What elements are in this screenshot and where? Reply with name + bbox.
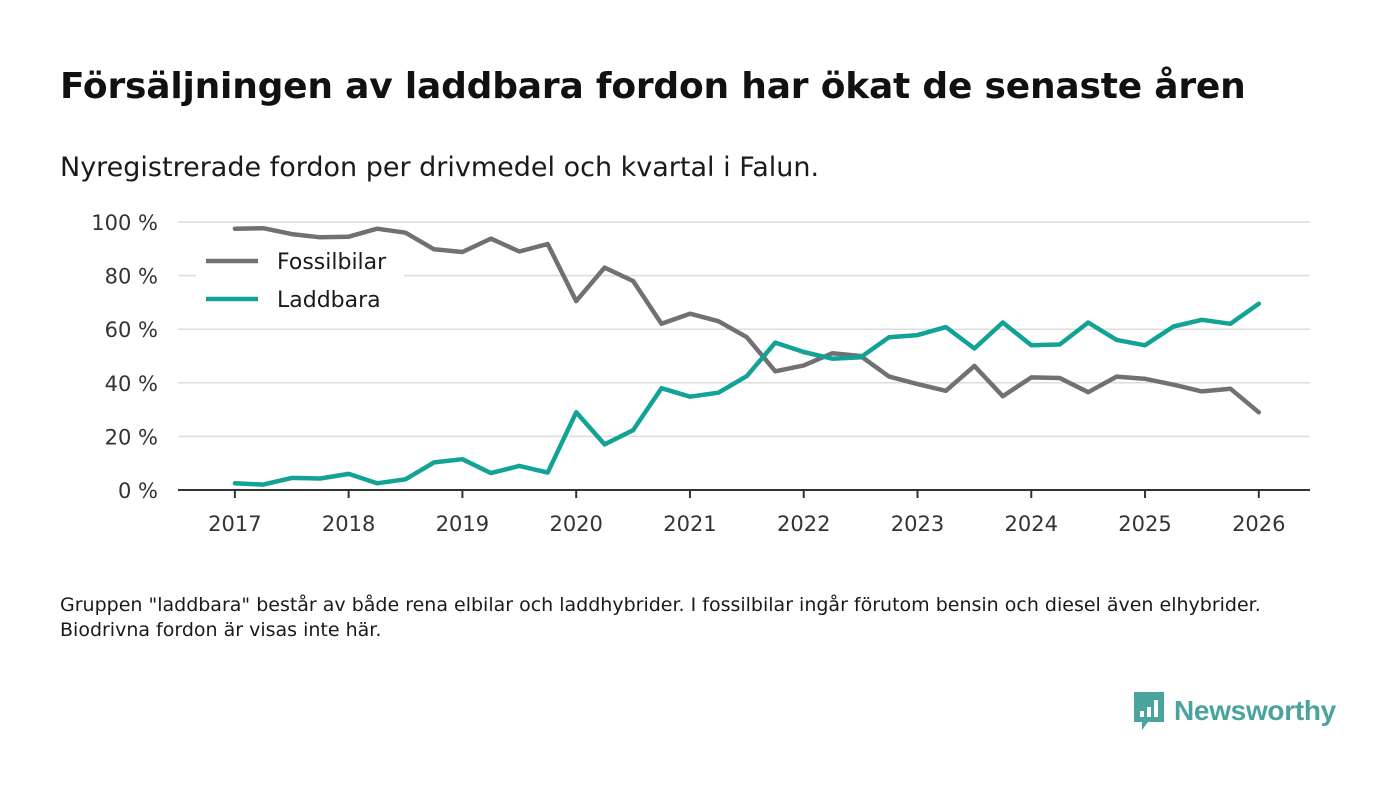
legend-label: Fossilbilar [277,250,387,275]
x-tick-label: 2021 [663,512,716,536]
x-tick-label: 2022 [777,512,830,536]
x-axis: 2017 2018 2019 2020 2021 2022 2023 2024 2025 2026 [178,489,1310,536]
chart-title: Försäljningen av laddbara fordon har öka… [60,66,1246,107]
x-tick-label: 2018 [322,512,375,536]
legend: Fossilbilar Laddbara [196,240,404,318]
line-chart: 0 % 20 % 40 % 60 % 80 % 100 % 2017 2018 2019 202… [91,211,1310,536]
legend-background [196,240,404,318]
x-tick-label: 2024 [1005,512,1058,536]
y-tick-label: 100 % [91,211,158,235]
x-tick-label: 2025 [1118,512,1171,536]
x-tick-label: 2019 [436,512,489,536]
brand-name: Newsworthy [1174,695,1336,726]
y-axis-tick-labels: 0 % 20 % 40 % 60 % 80 % 100 % [91,211,158,503]
y-tick-label: 60 % [105,318,158,342]
y-tick-label: 20 % [105,425,158,449]
legend-label: Laddbara [277,288,381,313]
y-tick-label: 80 % [105,265,158,289]
x-tick-label: 2020 [549,512,602,536]
footnote: Gruppen "laddbara" består av både rena e… [60,594,1261,641]
x-tick-label: 2026 [1232,512,1285,536]
chat-bar-chart-icon [1134,692,1164,730]
chart-subtitle: Nyregistrerade fordon per drivmedel och … [60,152,820,183]
y-tick-label: 40 % [105,372,158,396]
newsworthy-logo[interactable]: Newsworthy [1132,690,1336,732]
data-series [232,225,1262,487]
series-line-laddbara [232,301,1262,487]
x-tick-label: 2017 [208,512,261,536]
x-tick-label: 2023 [891,512,944,536]
y-tick-label: 0 % [118,479,158,503]
series-line-fossilbilar [232,225,1262,415]
